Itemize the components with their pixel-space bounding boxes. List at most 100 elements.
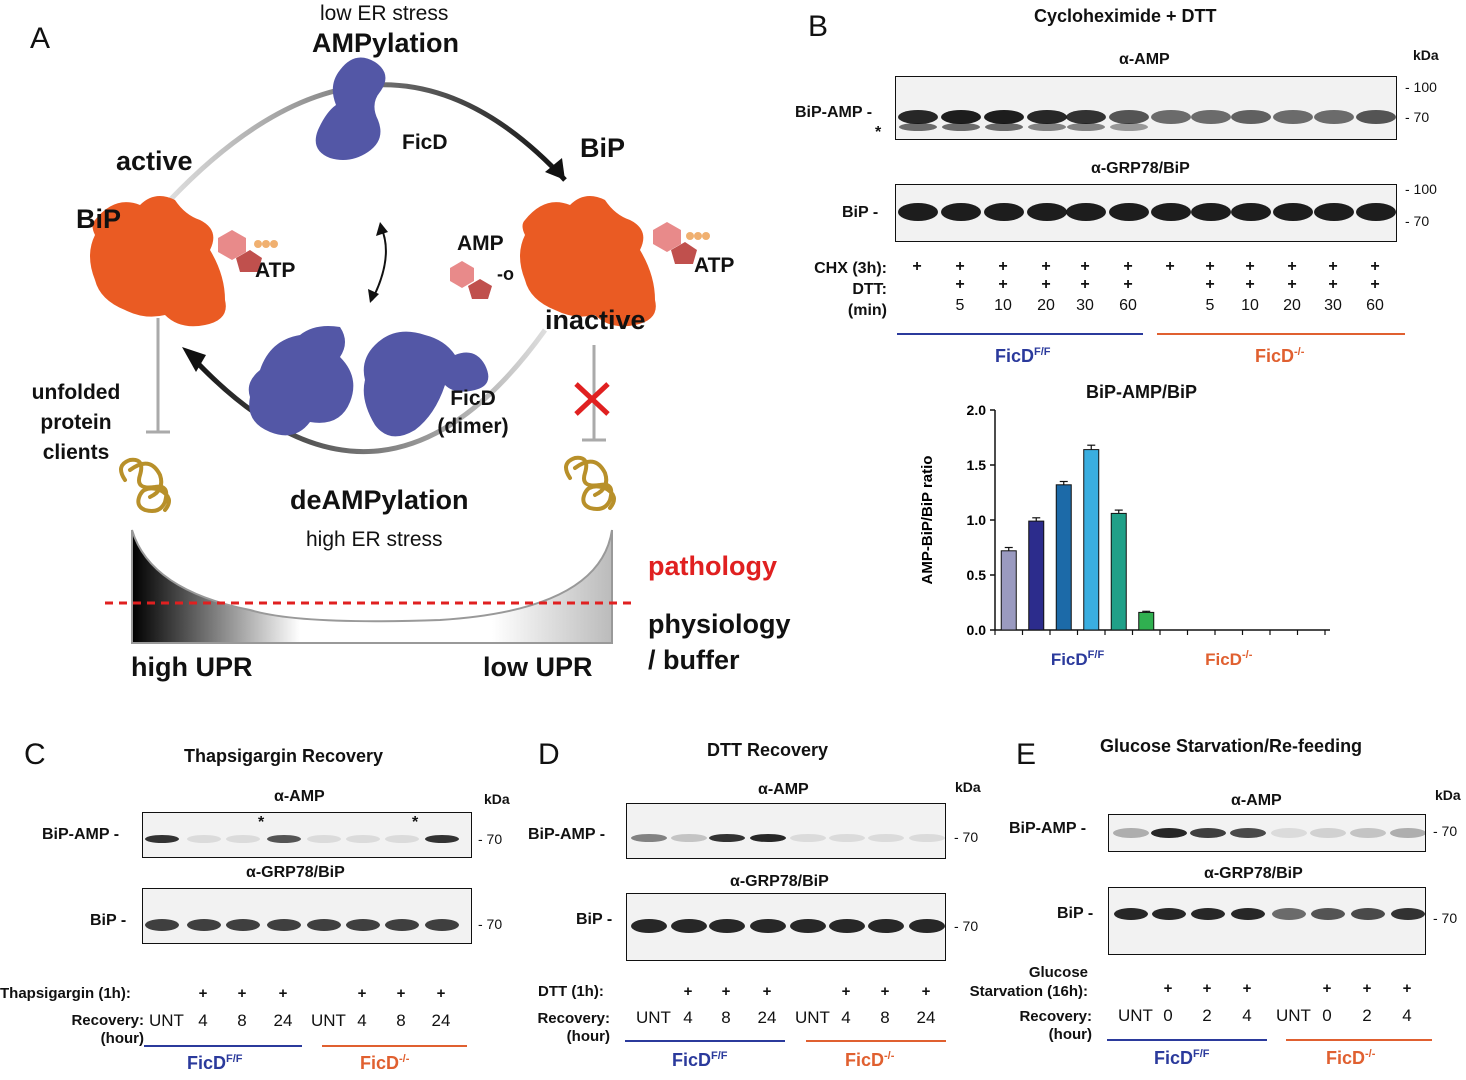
- panel-b-asterisk: *: [875, 124, 882, 141]
- blot-band: [942, 123, 980, 131]
- blot-band: [829, 834, 865, 842]
- blot-band: [385, 835, 419, 843]
- rec-lane-5: 4: [357, 1011, 367, 1030]
- blot-band: [1109, 110, 1149, 124]
- low-upr-label: low UPR: [483, 652, 593, 682]
- panel-e-title: Glucose Starvation/Re-feeding: [1100, 736, 1363, 756]
- physiology-label: physiology / buffer: [648, 606, 791, 678]
- panel-b-marker-100b: - 100: [1405, 181, 1437, 197]
- panel-d-group1-label: FicDF/F: [672, 1050, 728, 1071]
- blot-band: [346, 919, 380, 931]
- blot-band: [909, 834, 945, 842]
- panel-d-blot2-label: BiP -: [576, 911, 613, 928]
- blot-band: [631, 919, 667, 933]
- physiology-line-2: / buffer: [648, 645, 740, 675]
- panel-b-group2-label: FicD-/-: [1255, 346, 1304, 367]
- chx-row-label: CHX (3h):: [814, 260, 887, 277]
- blot-band: [1152, 908, 1186, 920]
- exchange-arrow: [371, 224, 387, 301]
- panel-b-group1-text: FicD: [995, 346, 1035, 366]
- chart-bar: [1138, 611, 1155, 631]
- panel-e-group2-text: FicD: [1326, 1048, 1366, 1068]
- treat-c-lane-1: +: [198, 985, 208, 1002]
- atp-left-shape: [218, 230, 278, 272]
- panel-d-blot2-title: α-GRP78/BiP: [730, 873, 829, 890]
- panel-c-bip-blot: [142, 888, 472, 944]
- treat-d-lane-2: +: [721, 983, 731, 1000]
- panel-b-marker-70a: - 70: [1405, 109, 1430, 125]
- panel-d-group1-line: [625, 1040, 785, 1042]
- blot-band: [984, 203, 1024, 221]
- blot-band: [984, 110, 1024, 124]
- treat-c-lane-7: +: [436, 985, 446, 1002]
- panel-e-rec-text: Recovery:: [1019, 1008, 1092, 1025]
- blot-band: [671, 919, 707, 933]
- rec-lane-4: UNT: [311, 1011, 346, 1030]
- rec-lane-2: 2: [1202, 1006, 1212, 1025]
- blot-band: [1231, 908, 1265, 920]
- blot-band: [1351, 908, 1385, 920]
- panel-d-group1-text: FicD: [672, 1050, 712, 1070]
- panel-d-marker-2: - 70: [954, 918, 979, 934]
- blot-band: [985, 123, 1023, 131]
- unfolded-protein-left-icon: [119, 457, 171, 513]
- panel-d-group2-sup: -/-: [884, 1050, 895, 1062]
- dtt-lane-7: +: [1205, 276, 1215, 293]
- chart-y-tick-label: 2.0: [967, 402, 987, 418]
- dtt-lane-1: +: [955, 276, 965, 293]
- bip-left-label: BiP: [76, 204, 122, 234]
- panel-d-rec-unit: (hour): [566, 1028, 610, 1045]
- blot-band: [1151, 828, 1187, 838]
- blot-band: [671, 834, 707, 842]
- chart-y-tick-label: 1.5: [967, 457, 987, 473]
- blot-band: [1311, 908, 1345, 920]
- panel-c-group2-label: FicD-/-: [360, 1053, 409, 1074]
- blot-band: [1273, 203, 1313, 221]
- panel-d-treat-label: DTT (1h):: [538, 983, 604, 1000]
- rec-lane-0: UNT: [1118, 1006, 1153, 1025]
- rec-lane-6: 8: [880, 1008, 890, 1027]
- dtt-lane-2: +: [998, 276, 1008, 293]
- blot-band: [187, 919, 221, 931]
- panel-b-group2-line: [1157, 333, 1405, 335]
- panel-b-kda: kDa: [1413, 47, 1439, 63]
- blot-band: [1067, 123, 1105, 131]
- chart-y-tick-label: 0.0: [967, 622, 987, 638]
- panel-a-letter: A: [30, 22, 51, 55]
- treat-e-lane-6: +: [1362, 980, 1372, 997]
- chx-lane-11: +: [1370, 258, 1380, 275]
- blot-band: [145, 835, 179, 843]
- panel-b-blot1-title: α-AMP: [1119, 51, 1170, 68]
- panel-b-marker-100a: - 100: [1405, 79, 1437, 95]
- unfolded-line-3: clients: [42, 441, 110, 464]
- rec-lane-5: 0: [1322, 1006, 1332, 1025]
- rec-lane-2: 8: [237, 1011, 247, 1030]
- panel-b-title: Cycloheximide + DTT: [1034, 6, 1217, 26]
- panel-b-amp-blot: [895, 76, 1397, 140]
- rec-lane-1: 4: [198, 1011, 208, 1030]
- panel-d-marker-1: - 70: [954, 829, 979, 845]
- panel-e-group2-sup: -/-: [1365, 1048, 1376, 1060]
- panel-c-blot1-title: α-AMP: [274, 788, 325, 805]
- rec-lane-7: 24: [916, 1008, 936, 1027]
- panel-c-marker-1: - 70: [478, 831, 503, 847]
- blot-band: [829, 919, 865, 933]
- chx-lane-3: +: [1041, 258, 1051, 275]
- ficd-dimer-shape: [248, 326, 489, 437]
- ampylation-label: AMPylation: [312, 28, 460, 58]
- blot-band: [1230, 828, 1266, 838]
- amp-label: AMP: [457, 232, 504, 255]
- chart-bar: [1000, 550, 1017, 631]
- blot-band: [1191, 203, 1231, 221]
- chart-bar: [1028, 520, 1045, 631]
- panel-e-group1-label: FicDF/F: [1154, 1048, 1210, 1069]
- panel-e-group1-sup: F/F: [1193, 1048, 1210, 1060]
- panel-e-marker-2: - 70: [1433, 910, 1458, 926]
- chx-lane-2: +: [998, 258, 1008, 275]
- blot-band: [1191, 908, 1225, 920]
- min-lane-11: 60: [1366, 297, 1384, 314]
- chart-bar: [1110, 512, 1127, 631]
- blot-band: [1272, 908, 1306, 920]
- blot-band: [1350, 828, 1386, 838]
- blot-band: [868, 919, 904, 933]
